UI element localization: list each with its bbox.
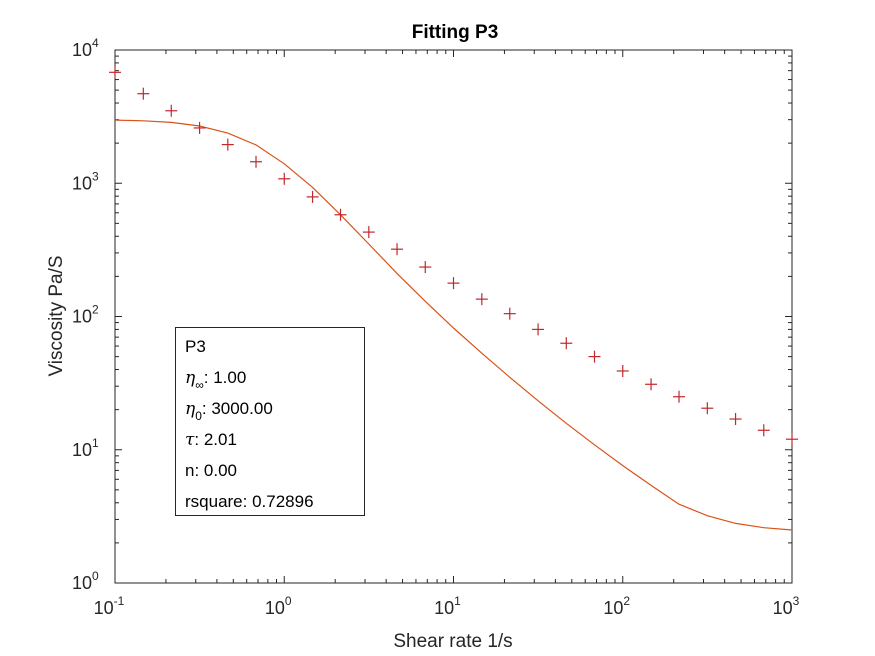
data-point bbox=[250, 155, 263, 168]
legend-eta-0-value: : 3000.00 bbox=[201, 399, 273, 418]
y-axis-label: Viscosity Pa/S bbox=[46, 255, 67, 376]
legend-rsquare: rsquare: 0.72896 bbox=[185, 492, 314, 511]
data-point bbox=[193, 121, 206, 134]
data-point bbox=[306, 190, 319, 203]
eta-symbol: η bbox=[185, 368, 196, 388]
data-point bbox=[673, 390, 686, 403]
data-point bbox=[165, 104, 178, 117]
chart-title: Fitting P3 bbox=[412, 22, 499, 43]
data-point bbox=[137, 87, 150, 100]
data-point bbox=[532, 323, 545, 336]
data-point bbox=[362, 226, 375, 239]
data-point bbox=[334, 208, 347, 221]
legend-tau: τ: 2.01 bbox=[185, 429, 364, 460]
x-tick-label: 10-1 bbox=[94, 594, 125, 618]
legend-eta-inf-value: : 1.00 bbox=[203, 368, 247, 387]
data-markers bbox=[109, 66, 798, 446]
legend-tau-value: : 2.01 bbox=[194, 430, 237, 449]
eta-symbol: η bbox=[185, 399, 196, 419]
data-point bbox=[786, 433, 798, 446]
y-tick-label: 100 bbox=[72, 569, 99, 593]
fit-curve-line bbox=[114, 119, 793, 531]
data-point bbox=[729, 413, 742, 426]
x-tick-label: 102 bbox=[603, 594, 630, 618]
data-point bbox=[616, 364, 629, 377]
infinity-subscript: ∞ bbox=[195, 378, 204, 392]
y-tick-label: 102 bbox=[72, 303, 99, 327]
legend-n: n: 0.00 bbox=[185, 461, 237, 480]
axis-ticks bbox=[114, 49, 793, 584]
data-point bbox=[419, 261, 432, 274]
x-tick-label: 103 bbox=[773, 594, 800, 618]
data-point bbox=[221, 138, 234, 151]
x-axis-label: Shear rate 1/s bbox=[393, 631, 512, 652]
legend-eta-inf: η∞: 1.00 bbox=[185, 367, 364, 398]
data-point bbox=[447, 277, 460, 290]
legend-name: P3 bbox=[185, 337, 206, 356]
data-point bbox=[560, 337, 573, 350]
y-tick-label: 103 bbox=[72, 169, 99, 193]
data-point bbox=[588, 350, 601, 363]
legend-eta-0: η0: 3000.00 bbox=[185, 398, 364, 429]
data-point bbox=[701, 402, 714, 415]
data-point bbox=[475, 293, 488, 306]
tau-symbol: τ bbox=[185, 430, 195, 450]
data-point bbox=[278, 172, 291, 185]
legend-box: P3 η∞: 1.00 η0: 3000.00 τ: 2.01 n: 0.00 … bbox=[175, 327, 365, 516]
y-tick-label: 104 bbox=[72, 36, 99, 60]
zero-subscript: 0 bbox=[195, 409, 202, 423]
y-tick-label: 101 bbox=[72, 436, 99, 460]
x-tick-label: 101 bbox=[434, 594, 461, 618]
data-point bbox=[645, 378, 658, 391]
data-point bbox=[391, 243, 404, 256]
data-point bbox=[503, 307, 516, 320]
data-point bbox=[757, 424, 770, 437]
data-point bbox=[109, 66, 121, 79]
x-tick-label: 100 bbox=[265, 594, 292, 618]
